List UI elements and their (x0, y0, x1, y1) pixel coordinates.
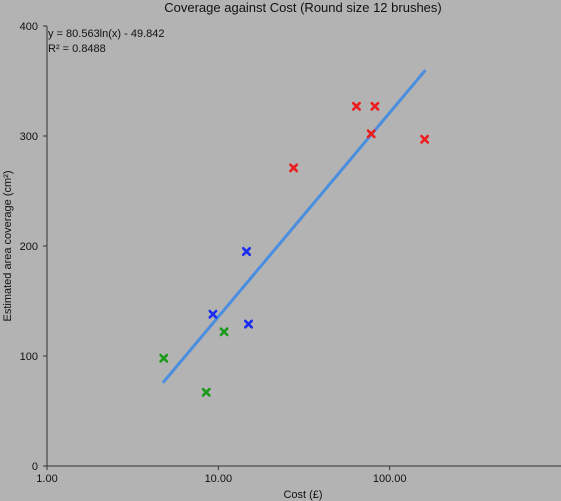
data-point (208, 309, 218, 319)
trendline-equation: y = 80.563ln(x) - 49.842 (48, 28, 165, 40)
y-tick-label: 400 (20, 21, 38, 33)
x-axis-title: Cost (£) (283, 489, 322, 501)
trendline (162, 69, 427, 384)
x-tick-label: 100.00 (373, 473, 407, 485)
x-tick-label: 1.00 (36, 473, 57, 485)
data-point (351, 101, 361, 111)
y-axis-ticks: 0 100 200 300 400 (20, 21, 47, 473)
y-tick-label: 0 (32, 461, 38, 473)
y-tick-label: 200 (20, 241, 38, 253)
data-point (420, 134, 430, 144)
data-point (289, 163, 299, 173)
y-axis-title: Estimated area coverage (cm²) (2, 171, 14, 322)
data-point (366, 129, 376, 139)
trendline-r2: R² = 0.8488 (48, 43, 106, 55)
data-point (159, 353, 169, 363)
chart-title: Coverage against Cost (Round size 12 bru… (164, 0, 441, 15)
data-point (241, 247, 251, 256)
data-point (370, 101, 380, 111)
data-point (201, 387, 211, 397)
data-point (219, 327, 229, 337)
y-tick-label: 300 (20, 131, 38, 143)
x-tick-label: 10.00 (205, 473, 233, 485)
y-tick-label: 100 (20, 351, 38, 363)
data-point (244, 319, 254, 329)
x-axis-ticks: 1.00 10.00 100.00 (36, 466, 406, 485)
data-points (159, 101, 430, 397)
